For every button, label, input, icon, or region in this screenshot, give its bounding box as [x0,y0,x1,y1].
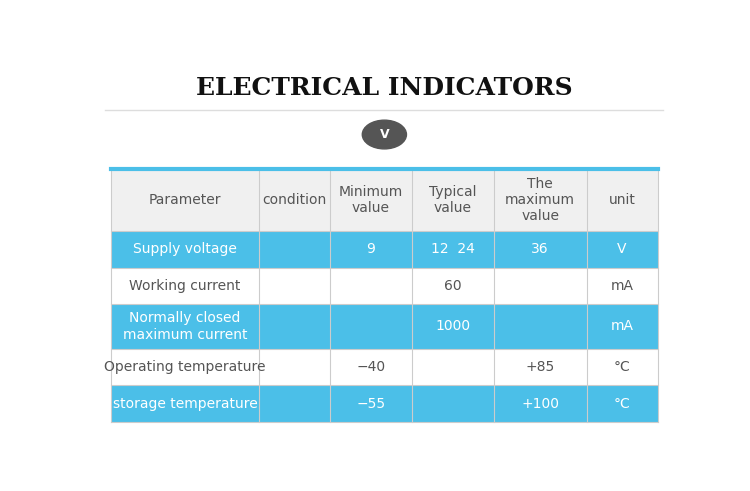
Text: 36: 36 [531,242,549,256]
FancyBboxPatch shape [111,231,658,268]
Text: +100: +100 [521,397,559,410]
Text: Working current: Working current [129,279,241,293]
FancyBboxPatch shape [111,168,658,231]
Text: °C: °C [614,360,631,374]
Text: V: V [617,242,627,256]
FancyBboxPatch shape [111,304,658,349]
Text: −55: −55 [356,397,386,410]
Text: V: V [380,128,389,141]
Text: °C: °C [614,397,631,410]
Text: Parameter: Parameter [148,193,221,207]
Text: Supply voltage: Supply voltage [133,242,237,256]
Text: 1000: 1000 [435,320,470,333]
FancyBboxPatch shape [111,349,658,385]
Text: +85: +85 [526,360,555,374]
Text: mA: mA [610,320,634,333]
Text: 12  24: 12 24 [430,242,475,256]
Text: 9: 9 [366,242,375,256]
FancyBboxPatch shape [111,268,658,304]
Circle shape [362,120,407,149]
Text: storage temperature: storage temperature [112,397,257,410]
Text: −40: −40 [356,360,386,374]
Text: Typical
value: Typical value [429,185,476,215]
FancyBboxPatch shape [111,385,658,422]
Text: ELECTRICAL INDICATORS: ELECTRICAL INDICATORS [196,76,573,100]
Text: Operating temperature: Operating temperature [104,360,266,374]
Text: Minimum
value: Minimum value [338,185,403,215]
Text: condition: condition [262,193,326,207]
Text: 60: 60 [444,279,461,293]
Text: The
maximum
value: The maximum value [505,177,575,223]
Text: Normally closed
maximum current: Normally closed maximum current [123,311,248,342]
Text: unit: unit [608,193,635,207]
Text: mA: mA [610,279,634,293]
